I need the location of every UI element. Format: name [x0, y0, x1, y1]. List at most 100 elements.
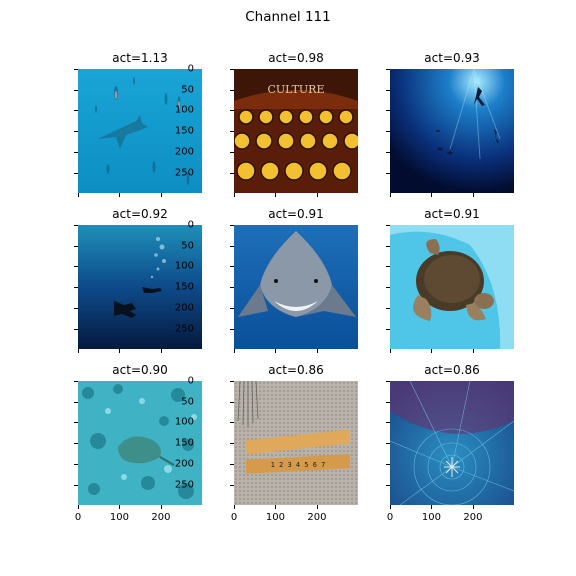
x-tick: [119, 193, 121, 197]
y-tick-label: 250: [174, 479, 194, 491]
x-tick: [431, 505, 433, 509]
x-tick: [472, 193, 474, 197]
x-tick-label: 200: [307, 512, 327, 523]
y-tick-label: 0: [187, 219, 194, 231]
image-panel: act=0.90 0 50 100 150 200 250 0 100 200: [74, 363, 202, 523]
x-tick-label: 100: [421, 512, 442, 523]
x-tick-label: 100: [109, 512, 130, 523]
y-tick: [74, 443, 78, 445]
panel-title: act=0.91: [424, 207, 480, 221]
panel-image: CULTURE: [234, 69, 358, 193]
x-tick: [160, 349, 162, 353]
x-tick: [316, 193, 318, 197]
y-tick-label: 200: [174, 458, 194, 470]
panel-image: [78, 225, 202, 349]
y-tick-label: 100: [174, 260, 194, 272]
y-tick: [386, 89, 390, 91]
x-tick-label: 0: [386, 512, 394, 523]
y-tick-label: 0: [187, 63, 194, 75]
panel-image: [390, 381, 514, 505]
y-tick: [230, 443, 234, 445]
x-tick: [390, 505, 391, 509]
y-tick: [230, 381, 234, 382]
y-tick: [74, 328, 78, 330]
x-tick: [78, 193, 79, 197]
panel-image: [390, 69, 514, 193]
y-tick: [386, 151, 390, 153]
y-tick: [74, 401, 78, 403]
image-panel: act=0.92 0 50 100 150 200 250: [74, 207, 202, 353]
y-tick: [74, 422, 78, 424]
x-tick-label: 0: [74, 512, 82, 523]
y-tick: [386, 172, 390, 174]
x-tick: [119, 505, 121, 509]
y-tick: [230, 172, 234, 174]
y-tick: [74, 287, 78, 289]
y-tick-label: 50: [181, 240, 194, 252]
y-tick-label: 100: [174, 104, 194, 116]
y-tick: [230, 401, 234, 403]
y-tick: [230, 328, 234, 330]
image-panel: act=0.86 0 100 200: [386, 363, 514, 523]
y-tick: [386, 443, 390, 445]
panel-title: act=0.90: [112, 363, 168, 377]
y-tick: [386, 110, 390, 112]
image-panel: act=0.91: [386, 207, 514, 353]
image-panel: act=1.13 0 50 100 150 200 250: [74, 51, 202, 197]
y-tick: [230, 422, 234, 424]
image-panel: act=0.86 1 2 3 4 5 6 7 0 100 200: [230, 363, 358, 523]
x-tick: [431, 193, 433, 197]
panel-title: act=0.93: [424, 51, 480, 65]
y-tick: [74, 463, 78, 465]
y-tick: [386, 463, 390, 465]
y-tick-label: 50: [181, 84, 194, 96]
y-tick-label: 250: [174, 323, 194, 335]
y-tick: [230, 245, 234, 247]
y-tick: [74, 69, 78, 70]
y-tick-label: 100: [174, 416, 194, 428]
x-tick: [316, 349, 318, 353]
y-tick: [74, 131, 78, 133]
y-tick-label: 200: [174, 146, 194, 158]
y-tick: [230, 307, 234, 309]
y-tick-label: 50: [181, 396, 194, 408]
y-tick-label: 150: [174, 281, 194, 293]
x-tick-label: 100: [265, 512, 286, 523]
panel-title: act=0.86: [424, 363, 480, 377]
y-tick: [386, 307, 390, 309]
y-tick: [386, 131, 390, 133]
y-tick: [230, 463, 234, 465]
figure-title: Channel 111: [245, 9, 331, 25]
panel-image: [78, 69, 202, 193]
x-tick: [78, 505, 79, 509]
y-tick: [386, 69, 390, 70]
x-tick: [275, 193, 277, 197]
y-tick: [74, 151, 78, 153]
panel-title: act=0.91: [268, 207, 324, 221]
y-tick-label: 150: [174, 437, 194, 449]
y-tick: [74, 266, 78, 268]
image-panel: act=0.91: [230, 207, 358, 353]
x-tick: [160, 505, 162, 509]
y-tick-label: 150: [174, 125, 194, 137]
panel-title: act=0.92: [112, 207, 168, 221]
y-tick: [230, 287, 234, 289]
y-tick: [230, 484, 234, 486]
x-tick: [390, 349, 391, 353]
y-tick: [386, 484, 390, 486]
panel-image: 1 2 3 4 5 6 7: [234, 381, 358, 505]
x-tick: [119, 349, 121, 353]
image-panel: act=0.93: [386, 51, 514, 197]
x-tick: [472, 505, 474, 509]
image-panel: act=0.98 CULTURE: [230, 51, 358, 197]
y-tick: [230, 110, 234, 112]
panel-image: [78, 381, 202, 505]
y-tick-label: 200: [174, 302, 194, 314]
x-tick: [160, 193, 162, 197]
x-tick: [234, 349, 235, 353]
svg-text:1 2 3 4 5 6 7: 1 2 3 4 5 6 7: [271, 461, 326, 469]
y-tick: [74, 225, 78, 226]
x-tick: [275, 349, 277, 353]
y-tick-label: 250: [174, 167, 194, 179]
y-tick: [230, 89, 234, 91]
